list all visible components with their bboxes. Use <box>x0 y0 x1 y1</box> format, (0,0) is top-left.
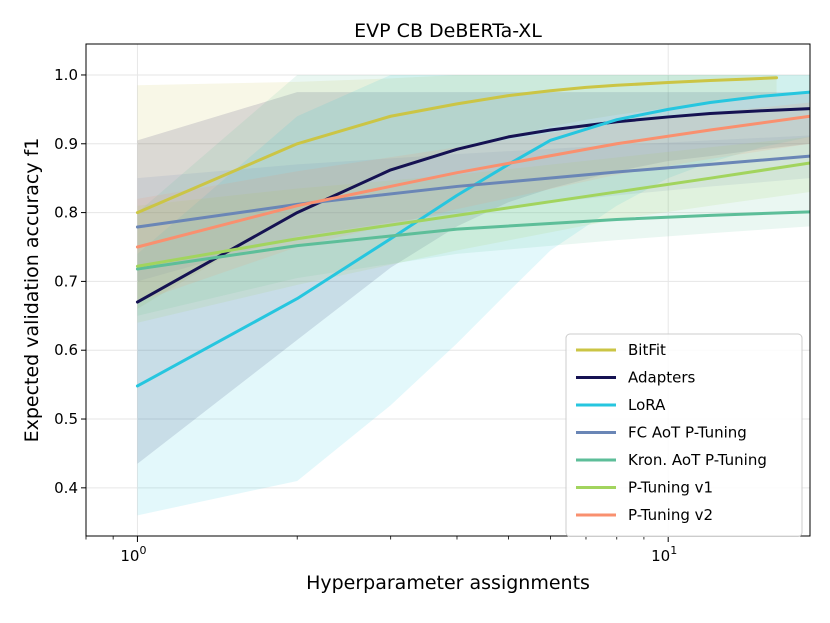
legend-box <box>565 333 803 537</box>
band-kron-aot-p-tuning <box>137 74 810 316</box>
band-p-tuning-v2 <box>137 102 810 303</box>
y-tick-label: 1.0 <box>54 66 78 84</box>
grid <box>86 44 810 536</box>
band-adapters <box>137 92 810 464</box>
band-fc-aot-p-tuning <box>137 135 810 282</box>
legend-label-p-tuning-v2: P-Tuning v2 <box>628 506 713 524</box>
y-tick-label: 0.7 <box>54 272 78 290</box>
band-lora <box>137 74 810 516</box>
y-tick-label: 0.9 <box>54 135 78 153</box>
line-bitfit <box>135 76 779 215</box>
y-tick-label: 0.4 <box>54 479 78 497</box>
plot-frame <box>85 43 811 537</box>
line-kron-aot-p-tuning <box>135 210 810 271</box>
legend: BitFit Adapters LoRA FC AoT P-Tuning Kron. A… <box>565 333 803 537</box>
confidence-bands <box>137 74 810 516</box>
line-fc-aot-p-tuning <box>135 154 810 229</box>
line-adapters <box>135 107 810 304</box>
axis-ticks: 0.4 0.5 0.6 0.7 0.8 0.9 1.0 100 101 <box>54 66 677 565</box>
y-tick-label: 0.6 <box>54 341 78 359</box>
legend-label-adapters: Adapters <box>628 369 696 387</box>
x-tick-label: 101 <box>651 544 677 565</box>
line-p-tuning-v1 <box>135 161 810 268</box>
x-axis-label: Hyperparameter assignments <box>306 572 590 594</box>
y-tick-label: 0.5 <box>54 410 78 428</box>
band-bitfit <box>137 74 777 309</box>
line-p-tuning-v2 <box>135 114 810 249</box>
series-lines <box>135 76 810 388</box>
y-tick-label: 0.8 <box>54 204 78 222</box>
chart-title: EVP CB DeBERTa-XL <box>354 20 542 42</box>
legend-label-fc-aot-p-tuning: FC AoT P-Tuning <box>628 424 747 442</box>
band-p-tuning-v1 <box>137 136 810 323</box>
line-lora <box>135 90 810 388</box>
x-tick-label: 100 <box>120 544 146 565</box>
y-axis-label: Expected validation accuracy f1 <box>21 138 43 443</box>
legend-label-lora: LoRA <box>628 396 666 414</box>
legend-label-p-tuning-v1: P-Tuning v1 <box>628 479 713 497</box>
legend-label-kron-aot-p-tuning: Kron. AoT P-Tuning <box>628 451 767 469</box>
legend-label-bitfit: BitFit <box>628 341 666 359</box>
